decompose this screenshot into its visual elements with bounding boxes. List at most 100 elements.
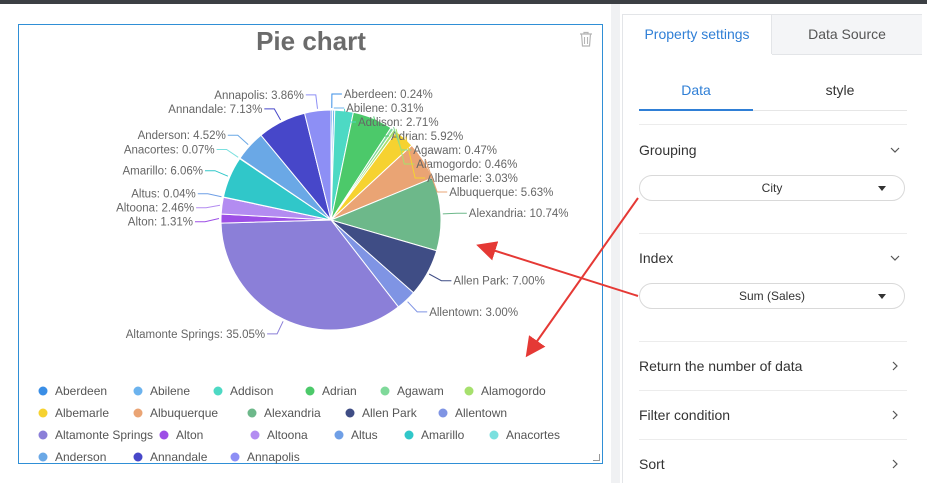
divider xyxy=(639,233,907,234)
legend-marker xyxy=(404,430,414,440)
return-count-row[interactable]: Return the number of data xyxy=(639,358,803,374)
label-leader-line xyxy=(407,301,428,313)
label-leader-line xyxy=(424,159,448,193)
trash-icon[interactable] xyxy=(579,31,593,47)
index-label[interactable]: Index xyxy=(639,250,674,266)
top-bar xyxy=(0,0,927,4)
data-label: Alton: 1.31% xyxy=(128,217,193,229)
data-label: Allentown: 3.00% xyxy=(429,307,518,319)
legend-label: Abilene xyxy=(150,384,190,398)
label-leader-line xyxy=(331,93,342,109)
data-label: Agawam: 0.47% xyxy=(413,145,497,157)
legend-label: Agawam xyxy=(397,384,444,398)
data-label: Albuquerque: 5.63% xyxy=(449,187,553,199)
pie-slice xyxy=(220,219,400,331)
legend-marker xyxy=(380,386,390,396)
legend-label: Albuquerque xyxy=(150,406,218,420)
data-label: Anderson: 4.52% xyxy=(138,130,226,142)
legend-marker xyxy=(250,430,260,440)
index-value: Sum (Sales) xyxy=(738,289,806,303)
data-label: Amarillo: 6.06% xyxy=(122,166,203,178)
label-leader-line xyxy=(305,94,318,109)
legend-item: Anderson xyxy=(38,450,106,464)
legend-marker xyxy=(334,430,344,440)
label-leader-line xyxy=(216,149,239,158)
legend-item: Allen Park xyxy=(345,406,418,420)
legend-marker xyxy=(489,430,499,440)
legend-label: Adrian xyxy=(322,384,357,398)
data-label: Annapolis: 3.86% xyxy=(214,90,304,102)
data-label: Albemarle: 3.03% xyxy=(427,173,518,185)
tab-property-settings[interactable]: Property settings xyxy=(623,15,772,54)
legend-label: Anderson xyxy=(55,450,106,464)
legend-item: Albuquerque xyxy=(133,406,218,420)
sub-tabs: Data style xyxy=(639,70,907,111)
pie-slice xyxy=(329,177,442,252)
index-select[interactable]: Sum (Sales) xyxy=(639,283,905,309)
resize-handle-icon[interactable] xyxy=(593,454,600,461)
pie-chart: Pie chart Aberdeen: 0.24% Abilene: 0.31% Ad… xyxy=(38,26,569,464)
grouping-select[interactable]: City xyxy=(639,175,905,201)
data-label: Alamogordo: 0.46% xyxy=(416,159,517,171)
label-leader-line xyxy=(428,273,452,282)
legend-item: Annandale xyxy=(133,450,208,464)
legend-item: Addison xyxy=(213,384,273,398)
legend-item: Albemarle xyxy=(38,406,109,420)
pie-slice xyxy=(303,109,332,221)
grouping-label[interactable]: Grouping xyxy=(639,142,697,158)
grouping-value: City xyxy=(761,181,783,195)
legend-marker xyxy=(159,430,169,440)
legend-label: Alexandria xyxy=(264,406,321,420)
label-leader-line xyxy=(196,204,221,209)
tab-data-source[interactable]: Data Source xyxy=(772,15,922,55)
chevron-down-icon[interactable] xyxy=(889,252,901,264)
chart-title: Pie chart xyxy=(256,26,366,56)
legend-label: Altoona xyxy=(267,428,308,442)
legend-marker xyxy=(38,408,48,418)
legend-label: Allen Park xyxy=(362,406,418,420)
legend-item: Annapolis xyxy=(230,450,300,464)
legend-item: Allentown xyxy=(438,406,507,420)
sort-row[interactable]: Sort xyxy=(639,456,665,472)
legend-label: Amarillo xyxy=(421,428,465,442)
legend-marker xyxy=(38,386,48,396)
label-leader-line xyxy=(373,116,389,137)
legend-item: Altus xyxy=(334,428,378,442)
data-label: Anacortes: 0.07% xyxy=(124,145,215,157)
legend-item: Altamonte Springs xyxy=(38,428,153,442)
legend-label: Annandale xyxy=(150,450,208,464)
chevron-down-icon[interactable] xyxy=(889,144,901,156)
caret-down-icon xyxy=(878,186,886,191)
legend-marker xyxy=(438,408,448,418)
legend-item: Alton xyxy=(159,428,203,442)
data-label: Annandale: 7.13% xyxy=(168,104,262,116)
tab-style[interactable]: style xyxy=(825,82,855,98)
legend-item: Alamogordo xyxy=(464,384,546,398)
panel-tabs: Property settings Data Source xyxy=(623,15,922,55)
legend-marker xyxy=(305,386,315,396)
legend-label: Albemarle xyxy=(55,406,109,420)
divider xyxy=(639,341,907,342)
legend-label: Altamonte Springs xyxy=(55,428,153,442)
legend-item: Altoona xyxy=(250,428,308,442)
label-leader-line xyxy=(227,134,249,145)
legend-marker xyxy=(38,430,48,440)
legend-label: Annapolis xyxy=(247,450,300,464)
panel-divider xyxy=(611,4,620,483)
legend-marker xyxy=(38,452,48,462)
filter-condition-row[interactable]: Filter condition xyxy=(639,407,731,423)
divider xyxy=(639,390,907,391)
legend-marker xyxy=(230,452,240,462)
legend-marker xyxy=(133,452,143,462)
chart-panel[interactable]: Pie chart Aberdeen: 0.24% Abilene: 0.31% Ad… xyxy=(18,24,603,464)
chevron-right-icon[interactable] xyxy=(889,458,901,470)
legend-marker xyxy=(133,386,143,396)
label-leader-line xyxy=(343,108,356,123)
data-label: Aberdeen: 0.24% xyxy=(344,89,433,101)
caret-down-icon xyxy=(878,294,886,299)
chevron-right-icon[interactable] xyxy=(889,360,901,372)
legend-item: Anacortes xyxy=(489,428,560,442)
tab-data[interactable]: Data xyxy=(639,70,753,111)
data-label: Allen Park: 7.00% xyxy=(453,276,544,288)
chevron-right-icon[interactable] xyxy=(889,409,901,421)
